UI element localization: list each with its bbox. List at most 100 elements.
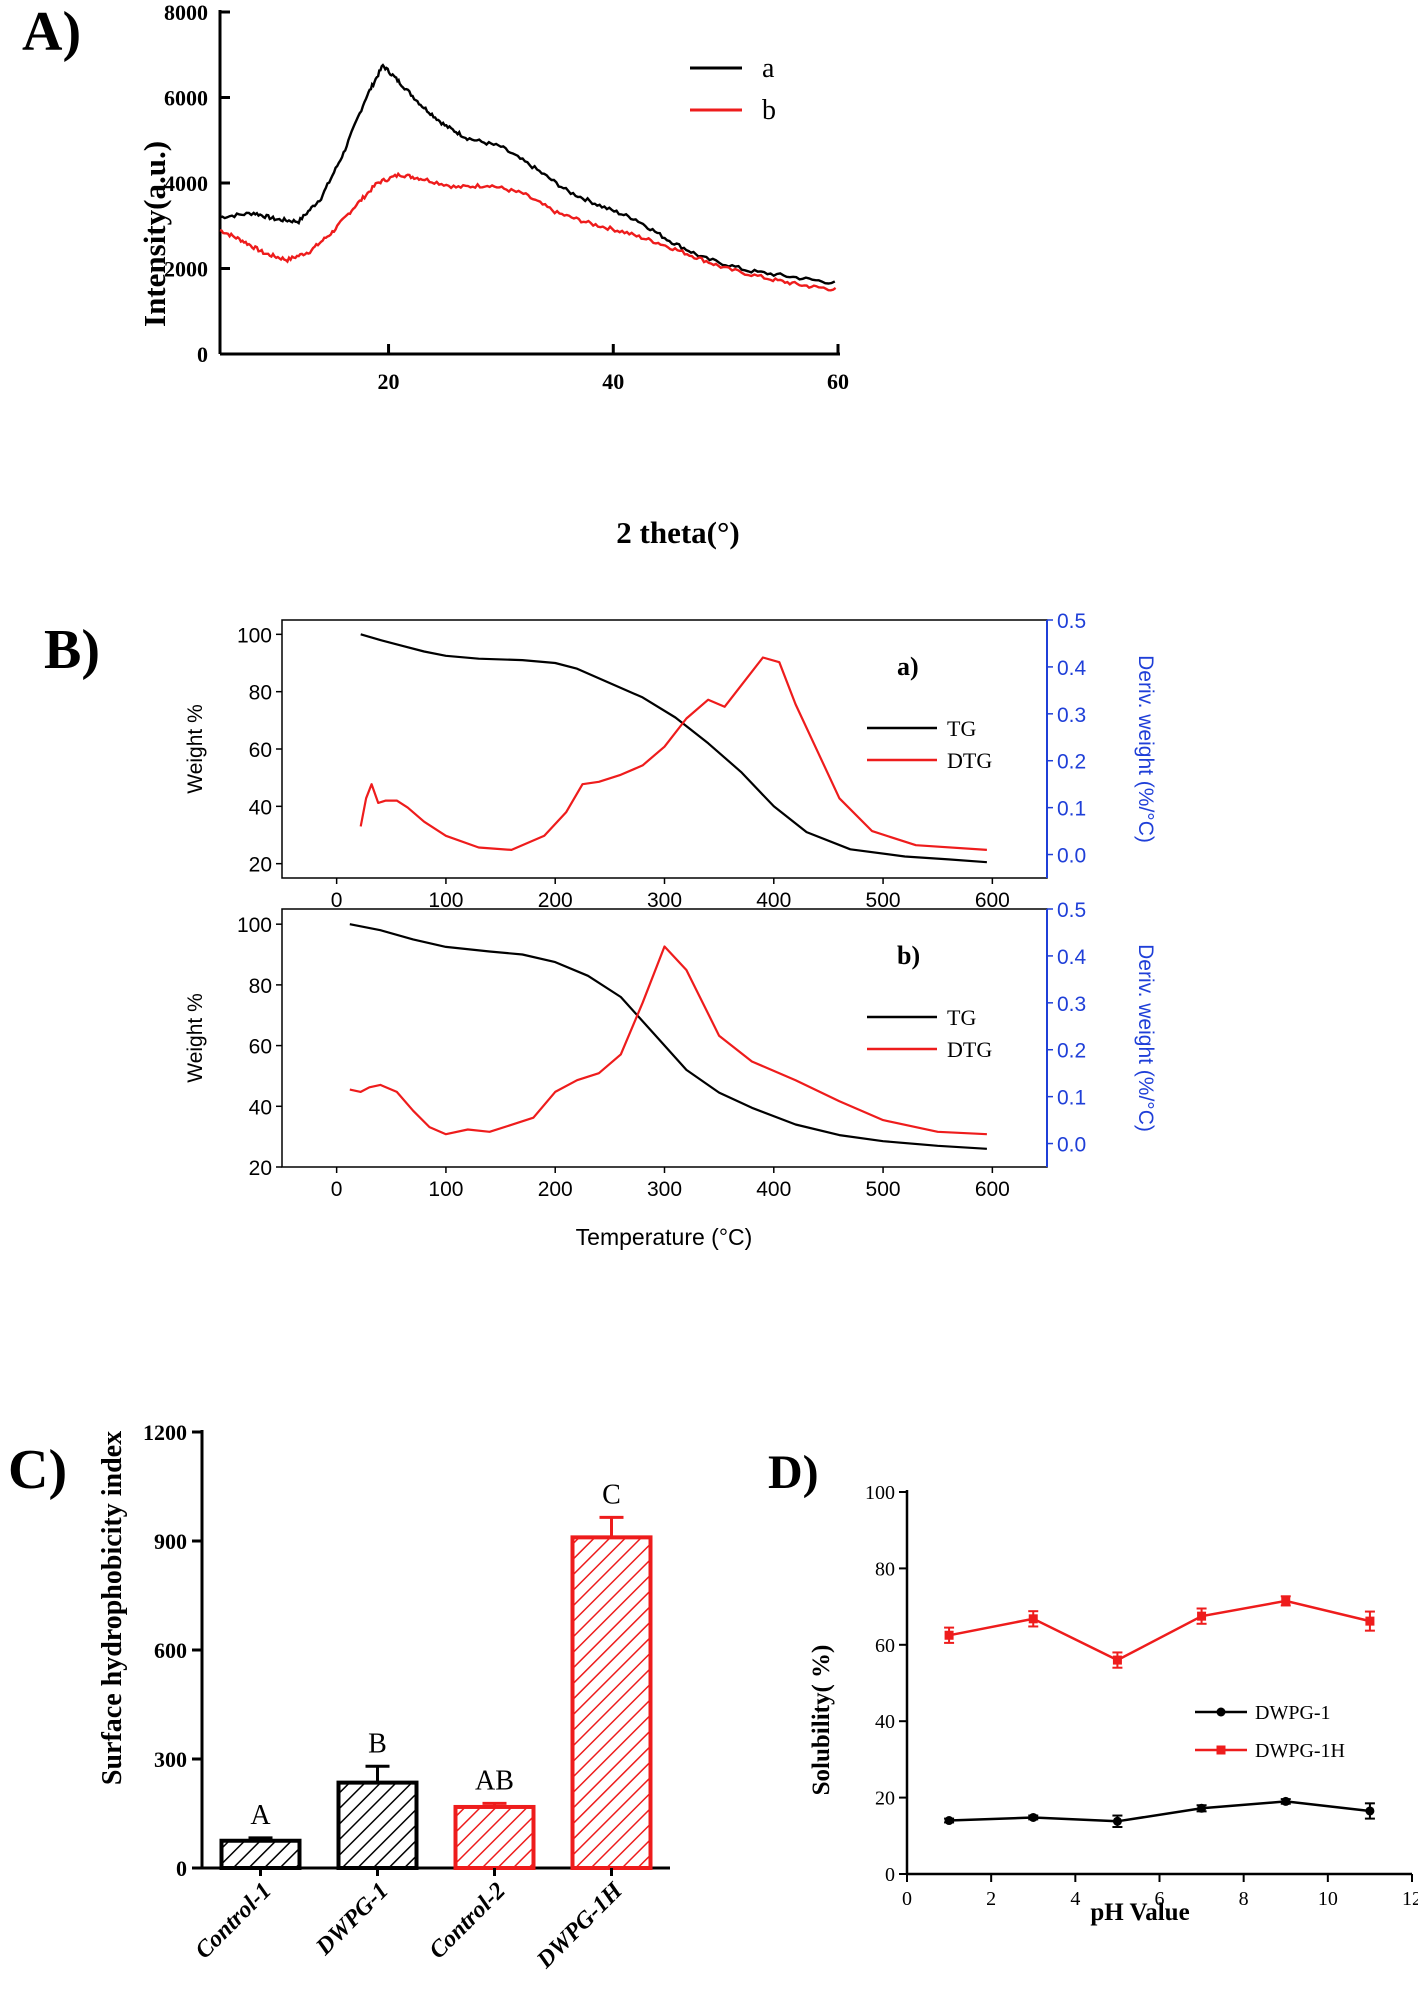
panel-c-y-tick-label: 900 (154, 1529, 187, 1554)
panel-b-top-y2-tick-label: 0.2 (1057, 751, 1086, 774)
panel-b-bottom-x-tick-label: 600 (975, 1178, 1010, 1201)
panel-c-bar-Control-2 (453, 1804, 536, 1870)
panel-b-bottom-y2-tick-label: 0.0 (1057, 1134, 1086, 1157)
panel-b-top-x-tick-label: 0 (331, 889, 343, 912)
panel-b-label: B) (44, 619, 100, 681)
panel-b-bottom-legend-label-TG: TG (947, 1005, 976, 1030)
panel-b-bottom-y2-tick-label: 0.4 (1057, 946, 1087, 969)
panel-b-top-legend-label-TG: TG (947, 716, 976, 741)
panel-d-ylabel: Solubility( %) (808, 1645, 835, 1796)
panel-d-y-tick-label: 20 (875, 1788, 895, 1810)
panel-d-point-DWPG-1 (944, 1816, 954, 1826)
panel-c-x-tick-label: DWPG-1H (531, 1877, 628, 1974)
panel-b-bottom-ylabel: Weight % (184, 993, 207, 1083)
panel-c-y-tick-label: 600 (154, 1638, 187, 1663)
panel-d-point-DWPG-1H (1365, 1616, 1375, 1626)
panel-a-series-b-line (219, 171, 837, 292)
panel-b-bottom-x-tick-label: 300 (647, 1178, 682, 1201)
panel-b-bottom-y2label: Deriv. weight (%/°C) (1134, 944, 1157, 1132)
panel-c-x-tick-label: Control-1 (190, 1878, 276, 1964)
panel-a-x-tick-label: 60 (827, 369, 849, 394)
panel-b-top-y-tick-label: 100 (237, 624, 272, 647)
panel-d: D) 0 20 40 60 80 100 0 2 4 6 8 10 12 DWPG-1 DWPG-1H pH… (768, 1446, 1418, 1926)
panel-b-bottom-legend-label-DTG: DTG (947, 1037, 992, 1062)
panel-b-top-x-tick-label: 200 (538, 889, 573, 912)
panel-d-label: D) (768, 1446, 819, 1499)
panel-b-bottom-series-DTG-line (349, 945, 987, 1136)
panel-c-plot: 0 300 600 900 1200 A Control-1 B DWPG-1 AB Control… (143, 1420, 670, 1974)
panel-b: B) 20 40 60 80 100 0.0 0.1 0.2 0.3 0.4 0.5 0 100 200 3… (44, 610, 1157, 1250)
panel-a-series-a-line (219, 63, 836, 285)
panel-b-top-x-tick-label: 600 (975, 889, 1010, 912)
panel-c-ylabel: Surface hydrophobicity index (97, 1431, 128, 1785)
panel-d-legend-label-DWPG-1H: DWPG-1H (1255, 1740, 1345, 1762)
panel-d-point-DWPG-1H (1281, 1596, 1291, 1606)
panel-b-bottom-y2-tick-label: 0.3 (1057, 993, 1086, 1016)
panel-a-y-tick-label: 4000 (164, 171, 208, 196)
panel-b-top-y2-tick-label: 0.0 (1057, 845, 1086, 868)
panel-b-bottom-x-tick-label: 100 (428, 1178, 463, 1201)
panel-b-bottom-y2-tick-label: 0.1 (1057, 1087, 1086, 1110)
panel-c-significance-letter: AB (475, 1765, 514, 1796)
panel-c-bar-Control-1 (219, 1838, 302, 1870)
panel-d-legend-marker-DWPG-1 (1216, 1707, 1226, 1717)
panel-b-bottom-y-tick-label: 20 (249, 1157, 272, 1180)
panel-a-y-tick-label: 0 (197, 342, 208, 367)
panel-b-top-y-tick-label: 60 (249, 739, 272, 762)
panel-c-y-tick-label: 300 (154, 1747, 187, 1772)
panel-b-top-series-DTG-line (359, 656, 987, 851)
panel-d-y-tick-label: 60 (875, 1635, 895, 1657)
panel-b-top-y2-tick-label: 0.4 (1057, 657, 1087, 680)
panel-d-x-tick-label: 0 (902, 1888, 912, 1910)
panel-b-bottom-y-tick-label: 60 (249, 1036, 272, 1059)
panel-c: C) 0 300 600 900 1200 A Control-1 B DWPG-1 AB Cont… (8, 1420, 670, 1974)
panel-d-plot: 0 20 40 60 80 100 0 2 4 6 8 10 12 DWPG-1 DWPG-1H (865, 1482, 1418, 1910)
panel-b-bottom-y-tick-label: 40 (249, 1096, 272, 1119)
panel-a-y-tick-label: 8000 (164, 0, 208, 25)
panel-c-x-tick-label: Control-2 (424, 1878, 510, 1964)
panel-d-x-tick-label: 8 (1239, 1888, 1249, 1910)
panel-b-top-y-tick-label: 20 (249, 854, 272, 877)
panel-b-top-y2-tick-label: 0.1 (1057, 798, 1086, 821)
panel-b-bottom-x-tick-label: 500 (866, 1178, 901, 1201)
panel-c-significance-letter: B (368, 1728, 387, 1759)
panel-b-top-x-tick-label: 300 (647, 889, 682, 912)
panel-b-top-ylabel: Weight % (184, 704, 207, 794)
panel-d-point-DWPG-1H (944, 1630, 954, 1640)
panel-d-point-DWPG-1 (1028, 1812, 1038, 1822)
panel-d-series-DWPG-1H-line (948, 1599, 1371, 1662)
panel-d-x-tick-label: 6 (1155, 1888, 1165, 1910)
panel-c-bar-DWPG-1 (336, 1780, 419, 1871)
panel-a-ylabel: Intensity(a.u.) (137, 141, 172, 327)
panel-b-bottom-y2-tick-label: 0.2 (1057, 1040, 1086, 1063)
panel-d-y-tick-label: 0 (885, 1864, 895, 1886)
panel-d-legend-marker-DWPG-1H (1216, 1745, 1226, 1755)
panel-a-legend-label-b: b (762, 95, 776, 126)
panel-b-top-y-tick-label: 40 (249, 796, 272, 819)
panel-c-bar-DWPG-1H (570, 1535, 653, 1871)
panel-b-top-legend-label-DTG: DTG (947, 748, 992, 773)
panel-d-point-DWPG-1 (1197, 1803, 1207, 1813)
panel-b-top-series-TG-line (360, 633, 987, 864)
panel-c-y-tick-label: 1200 (143, 1420, 187, 1445)
panel-d-y-tick-label: 100 (865, 1482, 895, 1504)
panel-d-x-tick-label: 2 (986, 1888, 996, 1910)
panel-d-point-DWPG-1 (1365, 1806, 1375, 1816)
panel-d-point-DWPG-1H (1197, 1611, 1207, 1621)
panel-b-bottom-plot: 20 40 60 80 100 0.0 0.1 0.2 0.3 0.4 0.5 0 100 200 300 4… (184, 899, 1157, 1201)
panel-d-x-tick-label: 4 (1070, 1888, 1080, 1910)
panel-b-bottom-y2-tick-label: 0.5 (1057, 899, 1086, 922)
panel-d-point-DWPG-1 (1112, 1816, 1122, 1826)
panel-b-bottom-y-tick-label: 80 (249, 975, 272, 998)
panel-b-top-y-tick-label: 80 (249, 682, 272, 705)
panel-d-y-tick-label: 40 (875, 1711, 895, 1733)
panel-a-legend-label-a: a (762, 53, 775, 84)
panel-a-y-tick-label: 2000 (164, 257, 208, 282)
panel-b-top-y2-tick-label: 0.5 (1057, 610, 1086, 633)
panel-d-legend-label-DWPG-1: DWPG-1 (1255, 1702, 1331, 1724)
panel-b-bottom-x-tick-label: 200 (538, 1178, 573, 1201)
panel-d-y-tick-label: 80 (875, 1558, 895, 1580)
panel-b-top-y2label: Deriv. weight (%/°C) (1134, 655, 1157, 843)
panel-b-bottom-series-TG-line (349, 923, 987, 1150)
